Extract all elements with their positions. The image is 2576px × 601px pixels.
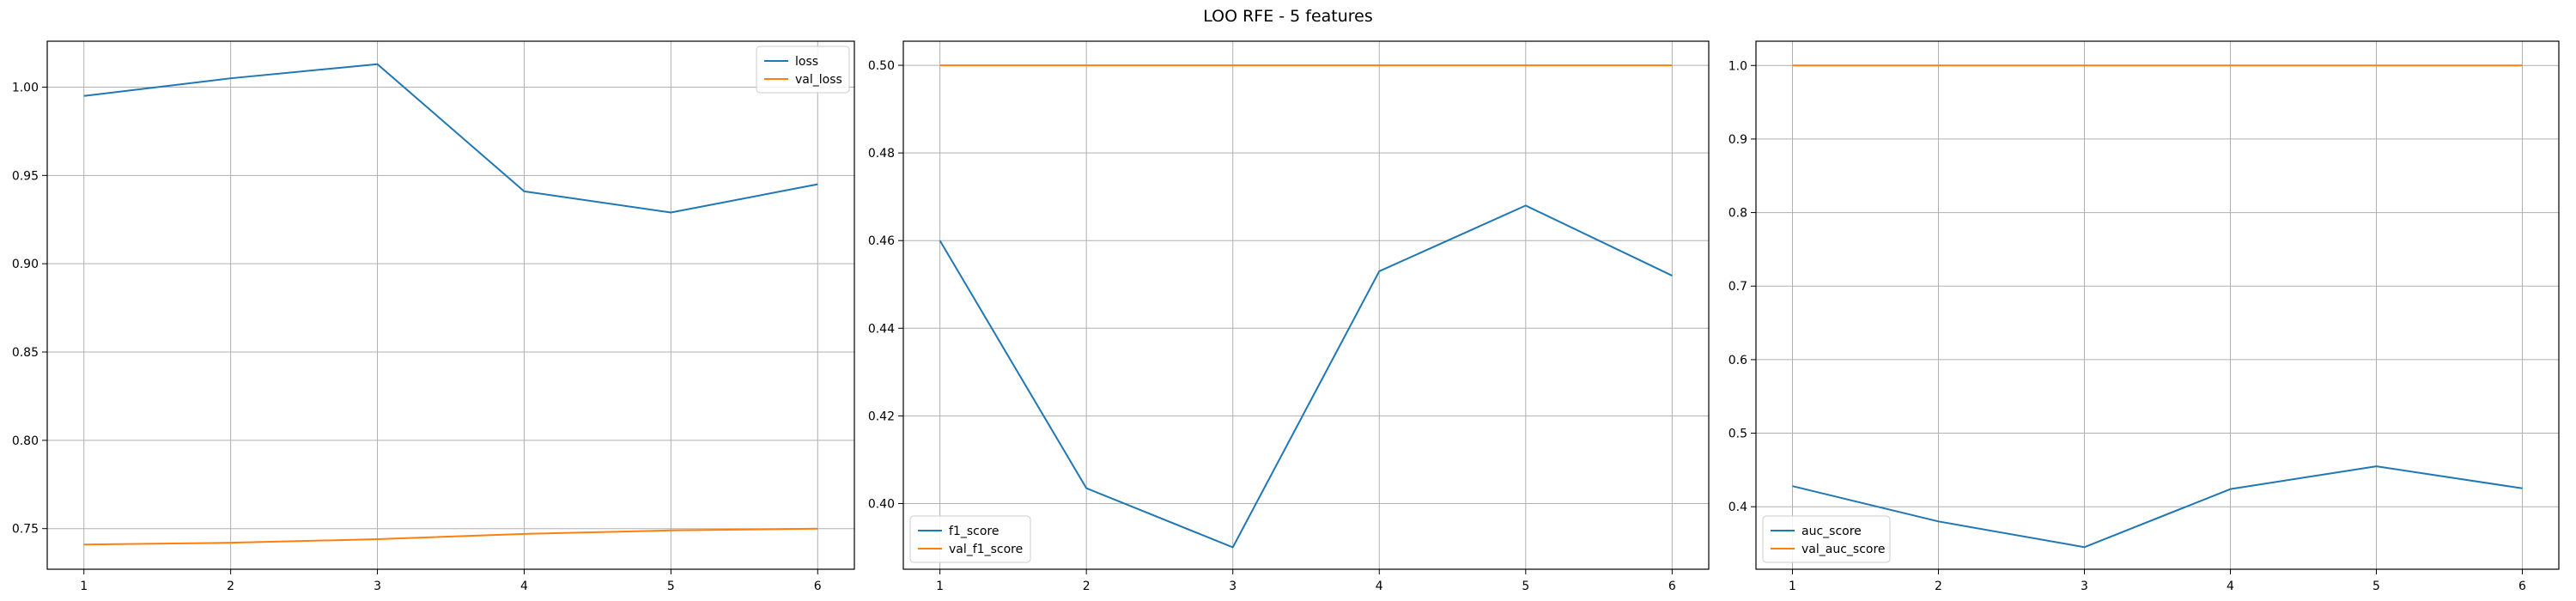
x-tick-label: 1 <box>936 580 944 593</box>
y-tick-label: 0.50 <box>868 59 895 73</box>
figure-title: LOO RFE - 5 features <box>1203 7 1373 26</box>
series-line-auc-score <box>1792 465 2523 549</box>
x-tick-label: 6 <box>1668 580 1676 593</box>
x-tick-label: 3 <box>2081 580 2088 593</box>
y-tick-label: 1.00 <box>12 81 39 94</box>
axes-frame <box>1755 40 2560 570</box>
x-tick-label: 5 <box>1522 580 1529 593</box>
y-tick-label: 0.90 <box>12 258 39 271</box>
y-tick-label: 0.9 <box>1728 133 1747 147</box>
x-tick-label: 5 <box>667 580 675 593</box>
y-tick-label: 0.44 <box>868 322 895 336</box>
legend-label: auc_score <box>1801 525 1862 538</box>
x-tick-label: 2 <box>1083 580 1091 593</box>
legend: auc_score val_auc_score <box>1762 515 1891 563</box>
legend-label: val_loss <box>795 73 842 87</box>
x-tick-label: 4 <box>1376 580 1383 593</box>
y-tick-label: 0.4 <box>1728 501 1747 514</box>
axes-frame <box>46 40 855 570</box>
y-tick-label: 0.8 <box>1728 207 1747 221</box>
legend-box <box>756 46 850 94</box>
chart-auc-score: 1 2 3 4 5 6 0.4 0.5 0.6 0.7 0.8 0.9 1.0 auc_score val_… <box>1728 40 2560 593</box>
chart-loss: 1 2 3 4 5 6 0.75 0.80 0.85 0.90 0.95 1.00 loss val_lo… <box>12 40 855 593</box>
x-tick-label: 6 <box>814 580 822 593</box>
series-line-loss <box>83 63 818 214</box>
legend: loss val_loss <box>756 46 850 94</box>
y-tick-label: 0.42 <box>868 410 895 423</box>
y-tick-label: 0.5 <box>1728 428 1747 441</box>
legend-box <box>1762 515 1891 563</box>
x-tick-label: 1 <box>80 580 88 593</box>
x-tick-label: 5 <box>2372 580 2380 593</box>
x-tick-label: 2 <box>1935 580 1942 593</box>
axes-frame <box>902 40 1710 570</box>
x-tick-label: 1 <box>1789 580 1796 593</box>
x-tick-label: 2 <box>227 580 234 593</box>
y-tick-label: 0.80 <box>12 434 39 448</box>
series-line-f1-score <box>939 204 1673 549</box>
chart-f1-score: 1 2 3 4 5 6 0.40 0.42 0.44 0.46 0.48 0.50 f1_scoreva… <box>868 40 1710 593</box>
y-tick-label: 0.40 <box>868 497 895 511</box>
y-tick-label: 0.95 <box>12 169 39 183</box>
x-tick-label: 3 <box>374 580 381 593</box>
y-tick-label: 0.7 <box>1728 280 1747 294</box>
legend-label: val_f1_score <box>949 543 1023 556</box>
legend-label: loss <box>795 55 818 69</box>
series-line-val-loss <box>83 527 818 546</box>
x-tick-label: 4 <box>2227 580 2234 593</box>
legend-label: f1_score <box>949 525 999 538</box>
x-tick-label: 4 <box>520 580 528 593</box>
y-tick-label: 0.75 <box>12 523 39 537</box>
legend-label: val_auc_score <box>1801 543 1886 556</box>
y-tick-label: 1.0 <box>1728 59 1747 73</box>
legend: f1_score val_f1_score <box>909 515 1031 563</box>
y-tick-label: 0.6 <box>1728 354 1747 367</box>
y-tick-label: 0.46 <box>868 234 895 248</box>
y-tick-label: 0.48 <box>868 147 895 161</box>
x-tick-label: 6 <box>2518 580 2526 593</box>
x-tick-label: 3 <box>1229 580 1236 593</box>
legend-box <box>909 515 1031 563</box>
y-tick-label: 0.85 <box>12 346 39 360</box>
